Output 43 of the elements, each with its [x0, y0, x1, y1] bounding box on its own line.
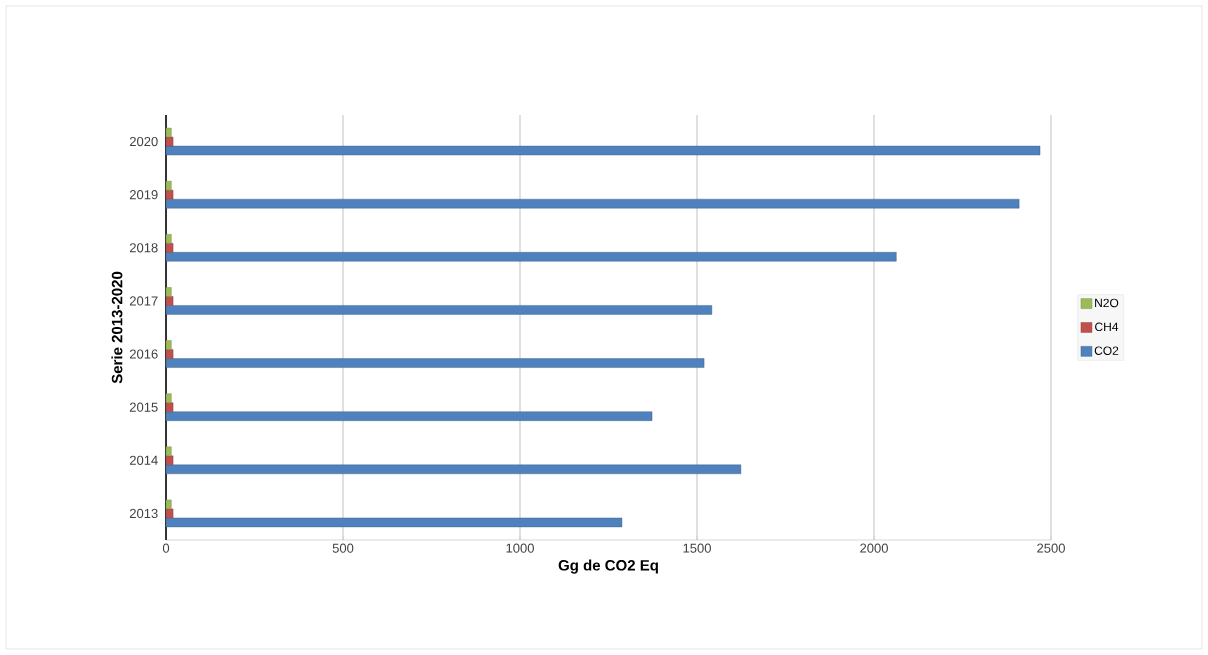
bar: [165, 198, 1020, 209]
bar: [165, 411, 653, 421]
bar: [165, 305, 713, 315]
bar: [165, 180, 172, 191]
bar: [165, 340, 172, 350]
x-tick-label: 2000: [860, 543, 888, 553]
bar: [165, 464, 742, 474]
y-tick-label: 2018: [129, 243, 158, 253]
x-tick-label: 1500: [683, 543, 711, 553]
y-tick-label: 2020: [129, 136, 158, 147]
y-tick-label: 2013: [129, 508, 158, 519]
bar: [165, 358, 705, 368]
x-tick-label: 0: [162, 543, 170, 553]
y-axis-title: Serie 2013-2020: [111, 271, 123, 384]
bar: [165, 287, 172, 297]
legend-label: CO2: [1094, 346, 1119, 355]
x-tick-label: 500: [332, 543, 354, 553]
bar: [165, 243, 174, 253]
bar: [165, 446, 172, 456]
bar: [165, 234, 172, 244]
bar: [165, 349, 174, 359]
bar: [165, 189, 174, 200]
bar: [165, 455, 174, 465]
x-tick-label: 1000: [506, 543, 534, 553]
y-tick-label: 2014: [129, 455, 158, 465]
y-tick-label: 2017: [129, 296, 158, 306]
bar: [165, 508, 174, 519]
y-tick-label: 2019: [129, 190, 158, 200]
legend-label: CH4: [1095, 322, 1119, 332]
bar: [165, 499, 172, 510]
bar: [165, 127, 172, 138]
bar: [165, 145, 1041, 156]
bar: [165, 296, 174, 306]
bar: [165, 252, 897, 262]
y-tick-label: 2016: [129, 349, 158, 359]
bar: [165, 393, 172, 403]
bar: [165, 136, 174, 147]
bar: [165, 402, 174, 412]
y-tick-label: 2015: [129, 402, 158, 412]
legend-label: N2O: [1095, 298, 1119, 308]
x-tick-label: 2500: [1037, 543, 1065, 553]
x-axis-title: Gg de CO2 Eq: [558, 559, 658, 574]
bar: [165, 517, 623, 528]
